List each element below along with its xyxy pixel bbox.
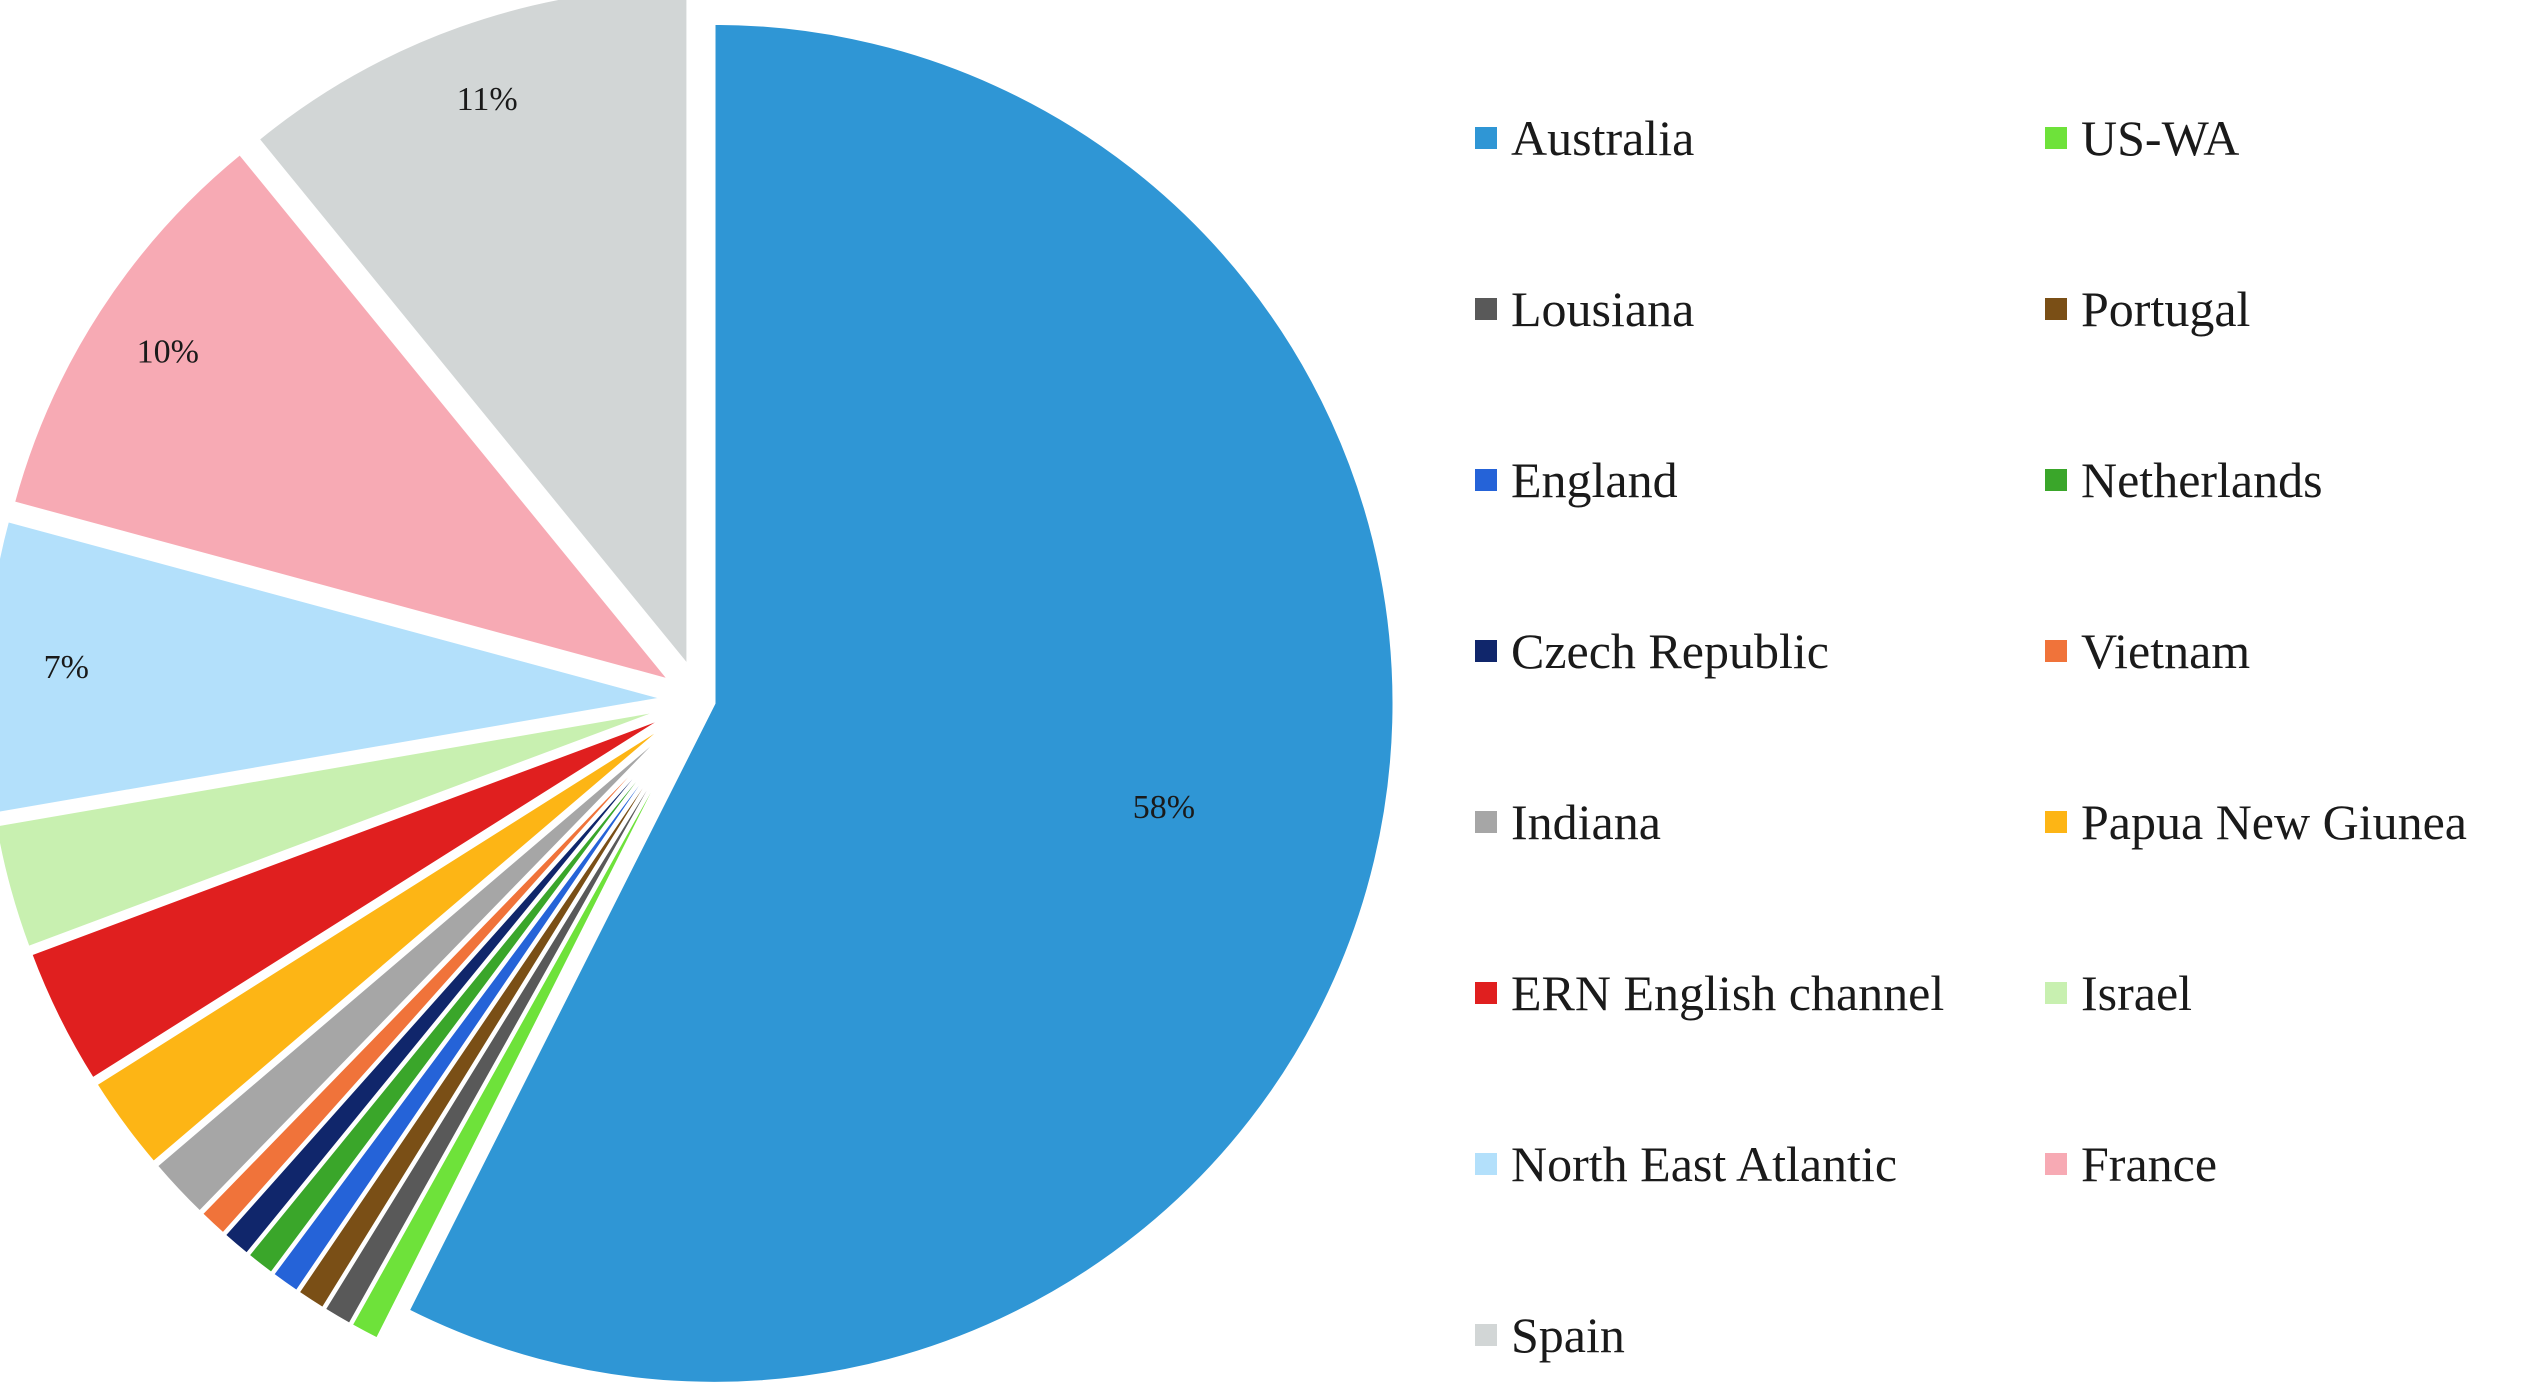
- legend-item-england: England: [1475, 450, 1678, 510]
- legend-item-ern-english-channel: ERN English channel: [1475, 963, 1944, 1023]
- pie-slice-spain: [255, 0, 690, 671]
- slice-label-north-east-atlantic: 7%: [44, 649, 89, 686]
- legend-swatch: [1475, 298, 1497, 320]
- pie-slice-israel: [0, 707, 666, 950]
- legend-label: Spain: [1511, 1307, 1625, 1363]
- legend-item-czech-republic: Czech Republic: [1475, 621, 1829, 681]
- legend-label: Portugal: [2081, 281, 2251, 337]
- legend-label: Netherlands: [2081, 452, 2323, 508]
- pie-slice-ern-english-channel: [28, 714, 669, 1081]
- legend-label: US-WA: [2081, 110, 2240, 166]
- legend-label: Papua New Giunea: [2081, 794, 2467, 850]
- legend-swatch: [1475, 1153, 1497, 1175]
- legend-label: Czech Republic: [1511, 623, 1829, 679]
- pie-slice-portugal: [295, 729, 682, 1311]
- pie-slice-papua-new-giunea: [93, 720, 672, 1165]
- legend-swatch: [1475, 127, 1497, 149]
- legend-item-us-wa: US-WA: [2045, 108, 2239, 168]
- legend-item-australia: Australia: [1475, 108, 1694, 168]
- legend-swatch: [1475, 811, 1497, 833]
- pie-slice-australia: [406, 21, 1396, 1385]
- legend-item-portugal: Portugal: [2045, 279, 2250, 339]
- pie-slice-lousiana: [322, 730, 684, 1327]
- legend-swatch: [1475, 640, 1497, 662]
- legend-label: Australia: [1511, 110, 1695, 166]
- legend-swatch: [2045, 469, 2067, 491]
- legend-swatch: [1475, 982, 1497, 1004]
- legend-label: France: [2081, 1136, 2218, 1192]
- legend-swatch: [2045, 1153, 2067, 1175]
- legend-label: England: [1511, 452, 1678, 508]
- pie-slice-czech-republic: [222, 726, 678, 1257]
- legend-label: ERN English channel: [1511, 965, 1945, 1021]
- legend-swatch: [2045, 640, 2067, 662]
- legend-item-indiana: Indiana: [1475, 792, 1661, 852]
- legend-swatch: [2045, 982, 2067, 1004]
- legend-swatch: [2045, 127, 2067, 149]
- pie-slice-england: [270, 728, 681, 1294]
- legend-item-vietnam: Vietnam: [2045, 621, 2250, 681]
- legend-item-lousiana: Lousiana: [1475, 279, 1694, 339]
- legend-item-spain: Spain: [1475, 1305, 1625, 1365]
- legend-label: North East Atlantic: [1511, 1136, 1898, 1192]
- legend-item-france: France: [2045, 1134, 2217, 1194]
- pie-slice-netherlands: [245, 727, 680, 1276]
- pie-slice-indiana: [154, 723, 675, 1215]
- legend-item-netherlands: Netherlands: [2045, 450, 2323, 510]
- pie-slice-us-wa: [349, 731, 685, 1342]
- legend-label: Israel: [2081, 965, 2193, 1021]
- legend-swatch: [2045, 811, 2067, 833]
- slice-label-france: 10%: [137, 334, 199, 371]
- slice-label-spain: 11%: [457, 81, 518, 118]
- legend-item-north-east-atlantic: North East Atlantic: [1475, 1134, 1897, 1194]
- legend-label: Lousiana: [1511, 281, 1695, 337]
- legend-item-israel: Israel: [2045, 963, 2192, 1023]
- pie-slice-france: [11, 151, 674, 684]
- legend-swatch: [1475, 1324, 1497, 1346]
- legend-item-papua-new-giunea: Papua New Giunea: [2045, 792, 2467, 852]
- legend-label: Vietnam: [2081, 623, 2251, 679]
- legend-label: Indiana: [1511, 794, 1661, 850]
- pie-slice-north-east-atlantic: [0, 518, 665, 815]
- slice-label-australia: 58%: [1133, 789, 1195, 826]
- pie-slice-vietnam: [199, 725, 677, 1237]
- legend-swatch: [2045, 298, 2067, 320]
- legend-swatch: [1475, 469, 1497, 491]
